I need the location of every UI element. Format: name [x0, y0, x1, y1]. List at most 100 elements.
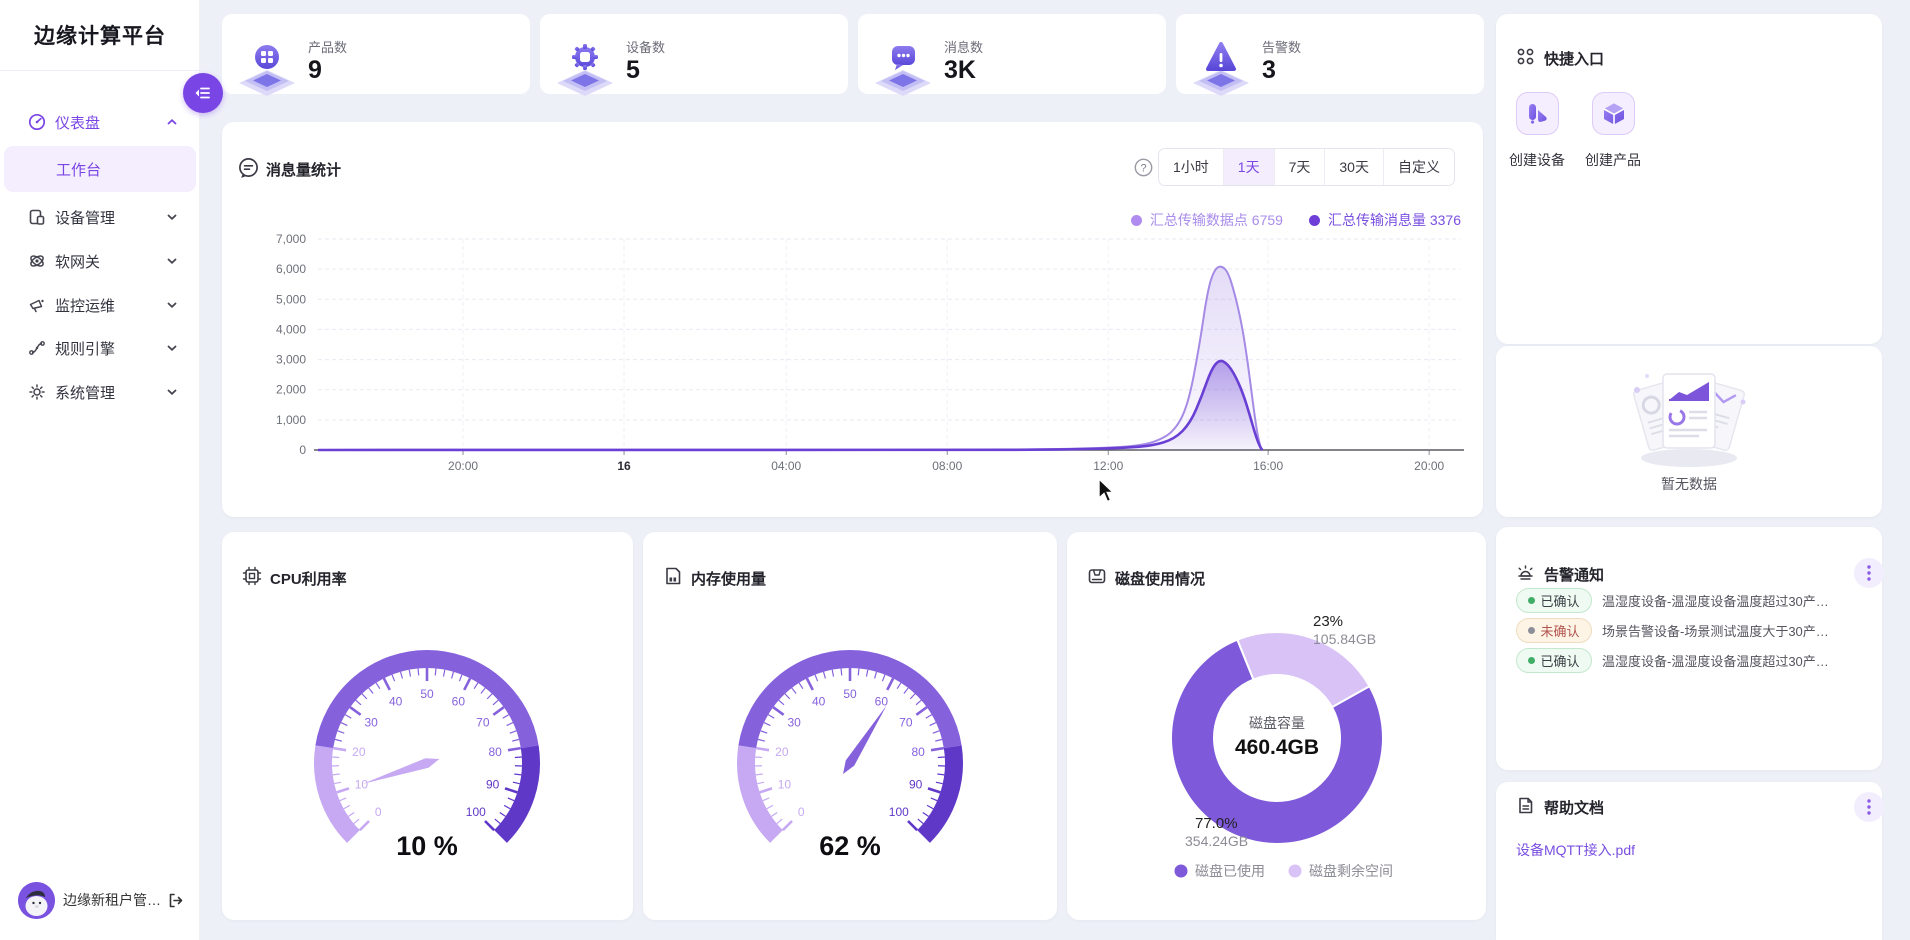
avatar[interactable] — [18, 881, 55, 919]
divider — [0, 70, 200, 71]
sidebar-item-workbench[interactable]: 工作台 — [4, 146, 196, 192]
svg-text:4,000: 4,000 — [276, 322, 306, 336]
legend-dot — [1308, 214, 1320, 226]
sidebar-subitem-label: 工作台 — [56, 161, 102, 179]
svg-text:100: 100 — [466, 805, 486, 819]
sidebar-item-gateway[interactable]: 软网关 — [0, 239, 200, 283]
legend-dot — [1130, 214, 1142, 226]
cpu-card: CPU利用率 0 10 20 30 40 50 60 70 80 90 100 10 % — [222, 532, 633, 920]
svg-text:6,000: 6,000 — [276, 262, 306, 276]
svg-text:2,000: 2,000 — [276, 383, 306, 397]
svg-text:12:00: 12:00 — [1093, 459, 1123, 473]
memory-card: 内存使用量 0 10 20 30 40 50 60 70 80 90 100 62 % — [643, 532, 1057, 920]
memory-title: 内存使用量 — [691, 571, 767, 588]
user-name: 边缘新租户管… — [63, 892, 161, 908]
help-more-button[interactable] — [1854, 792, 1884, 822]
range-custom-button[interactable]: 自定义 — [1382, 149, 1454, 185]
svg-text:50: 50 — [843, 687, 857, 701]
range-30d-button[interactable]: 30天 — [1324, 149, 1383, 185]
create-product-button[interactable] — [1592, 92, 1635, 135]
svg-text:10 %: 10 % — [396, 831, 458, 861]
svg-text:磁盘剩余空间: 磁盘剩余空间 — [1309, 863, 1393, 879]
help-doc-link[interactable]: 设备MQTT接入.pdf — [1516, 842, 1636, 858]
message-chart-card: 消息量统计 ? 1小时 1天 7天 30天 自定义 汇总传输数据点 6759 汇… — [222, 122, 1483, 517]
sidebar-item-label: 仪表盘 — [55, 114, 101, 132]
status-dot — [1528, 656, 1536, 664]
create-device-button[interactable] — [1516, 92, 1559, 135]
range-1d-button[interactable]: 1天 — [1222, 149, 1274, 185]
status-badge-confirmed: 已确认 — [1516, 647, 1592, 673]
svg-text:80: 80 — [911, 745, 925, 759]
monitor-icon — [29, 299, 44, 313]
memory-icon — [666, 567, 681, 585]
stat-card-alarms: 告警数 3 — [1176, 14, 1484, 96]
disk-donut-chart: 磁盘容量 460.4GB 23%105.84GB 77.0%354.24GB 磁盘已使用… — [1170, 613, 1393, 879]
legend-item-datapoints[interactable]: 汇总传输数据点 6759 — [1130, 210, 1283, 230]
help-icon[interactable]: ? — [1134, 158, 1153, 177]
range-7d-button[interactable]: 7天 — [1273, 149, 1325, 185]
document-icon — [1519, 797, 1533, 814]
empty-state-illustration — [1632, 373, 1746, 467]
alarm-text: 温湿度设备-温湿度设备温度超过30产… — [1602, 593, 1829, 609]
svg-text:30: 30 — [787, 715, 801, 729]
sidebar-item-label: 规则引擎 — [55, 340, 116, 358]
sidebar-item-dashboard[interactable]: 仪表盘 — [0, 100, 200, 144]
product-stat-icon — [239, 45, 295, 96]
alarm-row[interactable]: 已确认 温湿度设备-温湿度设备温度超过30产… — [1516, 587, 1866, 613]
chevron-up-icon — [167, 118, 177, 125]
sidebar-item-monitor[interactable]: 监控运维 — [0, 283, 200, 327]
alarm-more-button[interactable] — [1854, 558, 1884, 588]
alarm-text: 温湿度设备-温湿度设备温度超过30产… — [1602, 653, 1829, 669]
svg-text:04:00: 04:00 — [771, 459, 801, 473]
svg-text:62 %: 62 % — [819, 831, 881, 861]
range-1h-button[interactable]: 1小时 — [1159, 149, 1223, 185]
message-area-chart: 0 1,000 2,000 3,000 4,000 5,000 6,000 7,000 20:0… — [276, 232, 1464, 473]
disk-card: 磁盘使用情况 磁盘容量 460.4GB 23% 105.84GB 77.0% 354.24… — [1067, 532, 1486, 920]
svg-text:5,000: 5,000 — [276, 292, 306, 306]
stat-label: 产品数 — [308, 40, 348, 55]
quick-entry-card: 快捷入口 创建设备 创建产品 — [1496, 14, 1882, 344]
user-row: 边缘新租户管… — [0, 878, 200, 922]
cpu-icon — [242, 566, 262, 586]
create-device-label: 创建设备 — [1509, 152, 1565, 168]
message-chart-title: 消息量统计 — [266, 162, 342, 179]
alarm-row[interactable]: 已确认 温湿度设备-温湿度设备温度超过30产… — [1516, 647, 1866, 673]
svg-text:90: 90 — [486, 777, 500, 791]
svg-text:40: 40 — [389, 695, 403, 709]
svg-text:70: 70 — [476, 715, 490, 729]
sidebar-item-label: 软网关 — [55, 253, 101, 271]
svg-text:08:00: 08:00 — [932, 459, 962, 473]
logout-icon[interactable] — [167, 892, 184, 909]
sidebar-item-system[interactable]: 系统管理 — [0, 370, 200, 414]
svg-text:20: 20 — [352, 745, 366, 759]
sidebar-collapse-button[interactable] — [183, 73, 223, 113]
svg-text:7,000: 7,000 — [276, 232, 306, 246]
legend-item-messages[interactable]: 汇总传输消息量 3376 — [1308, 210, 1461, 230]
svg-text:磁盘已使用: 磁盘已使用 — [1195, 863, 1265, 879]
alarm-row[interactable]: 未确认 场景告警设备-场景测试温度大于30产… — [1516, 617, 1866, 643]
sidebar-item-label: 设备管理 — [55, 209, 116, 227]
sidebar-item-device-mgmt[interactable]: 设备管理 — [0, 195, 200, 239]
alarm-text: 场景告警设备-场景测试温度大于30产… — [1602, 623, 1829, 639]
svg-text:105.84GB: 105.84GB — [1313, 631, 1376, 647]
svg-text:70: 70 — [899, 715, 913, 729]
status-dot — [1528, 626, 1536, 634]
gear-icon — [29, 384, 45, 400]
help-docs-title: 帮助文档 — [1544, 800, 1605, 817]
svg-text:460.4GB: 460.4GB — [1235, 736, 1319, 759]
quick-entry-title: 快捷入口 — [1544, 51, 1605, 68]
alarm-card: 告警通知 已确认 温湿度设备-温湿度设备温度超过30产… 未确认 场景告警设备-… — [1496, 527, 1884, 770]
svg-text:0: 0 — [798, 805, 805, 819]
message-chart-icon — [239, 158, 258, 178]
svg-text:磁盘容量: 磁盘容量 — [1249, 715, 1305, 731]
sidebar-item-rule-engine[interactable]: 规则引擎 — [0, 326, 200, 370]
svg-text:354.24GB: 354.24GB — [1185, 833, 1248, 849]
stat-value: 9 — [308, 56, 322, 84]
gateway-icon — [30, 255, 44, 267]
create-product-icon — [1603, 103, 1624, 124]
create-product-label: 创建产品 — [1585, 152, 1641, 168]
chart-legend: 汇总传输数据点 6759 汇总传输消息量 3376 — [1130, 210, 1461, 230]
alarm-stat-icon — [1193, 42, 1249, 96]
sidebar: 边缘计算平台 仪表盘 工作台 设备管理 软网关 监控运维 规则引擎 系统管理 — [0, 0, 200, 940]
